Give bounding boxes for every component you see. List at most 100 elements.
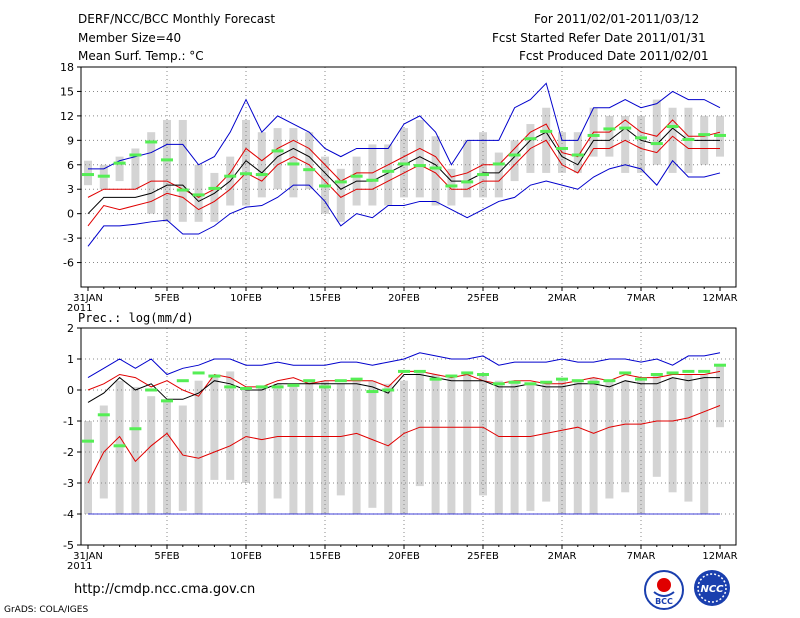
- temp-xtick-label: 7MAR: [627, 293, 656, 304]
- temp-xtick-label: 10FEB: [230, 293, 262, 304]
- precip-green-mark: [208, 374, 221, 378]
- temp-xtick-label: 31JAN: [73, 293, 103, 304]
- temp-green-mark: [350, 174, 363, 178]
- temp-green-mark: [145, 140, 158, 144]
- precip-xtick-label: 7MAR: [627, 551, 656, 562]
- precip-spread-bar: [605, 380, 614, 499]
- temp-green-mark: [524, 137, 537, 141]
- precip-spread-bar: [368, 380, 377, 508]
- bcc-logo-text: BCC: [655, 597, 673, 606]
- precip-green-mark: [334, 379, 347, 383]
- temp-green-mark: [571, 153, 584, 157]
- temp-ytick-label: 15: [60, 85, 74, 98]
- precip-green-mark: [524, 382, 537, 386]
- ncc-logo: NCC: [694, 570, 730, 606]
- precip-green-mark: [587, 380, 600, 384]
- precip-ensemble-top-line: [87, 352, 721, 379]
- precip-green-mark: [255, 385, 268, 389]
- temp-green-mark: [698, 133, 711, 137]
- precip-green-mark: [477, 373, 489, 376]
- precip-spread-bar: [684, 374, 693, 502]
- precip-xtick-label: 5FEB: [154, 551, 179, 562]
- temp-spread-bar: [431, 136, 440, 206]
- precip-spread-bar: [573, 380, 582, 514]
- precip-green-mark: [192, 371, 205, 375]
- temp-green-mark: [714, 133, 726, 137]
- temp-spread-bar: [336, 168, 345, 222]
- precip-xtick-label: 20FEB: [388, 551, 420, 562]
- temp-green-mark: [208, 186, 221, 190]
- source-url[interactable]: http://cmdp.ncc.cma.gov.cn: [74, 582, 256, 597]
- precip-spread-bar: [194, 380, 203, 514]
- temp-green-mark: [192, 193, 205, 197]
- temp-spread-bar: [368, 144, 377, 206]
- temp-green-mark: [334, 180, 347, 184]
- temp-green-mark: [319, 184, 331, 188]
- temp-green-mark: [366, 178, 379, 182]
- temp-spread-bar: [305, 132, 314, 190]
- forecast-period: For 2011/02/01-2011/03/12: [534, 12, 700, 26]
- precip-green-mark: [161, 399, 173, 403]
- ncc-logo-icon: NCC: [697, 573, 727, 603]
- temp-xtick-year: 2011: [67, 303, 92, 314]
- precip-green-mark: [571, 379, 584, 383]
- precip-ytick-label: -5: [63, 539, 74, 552]
- temp-green-mark: [113, 161, 126, 165]
- precip-spread-bar: [384, 383, 393, 514]
- temp-green-mark: [97, 174, 110, 178]
- temp-spread-bar: [84, 160, 92, 186]
- precip-spread-bar: [431, 374, 440, 514]
- temp-green-mark: [398, 162, 410, 166]
- precip-spread-bar: [178, 405, 187, 511]
- precip-ytick-label: 2: [67, 322, 74, 335]
- temp-spread-bar: [131, 148, 140, 190]
- temp-xtick-label: 2MAR: [548, 293, 577, 304]
- precip-spread-bar: [115, 380, 124, 514]
- precip-xtick-label: 10FEB: [230, 551, 262, 562]
- precip-green-mark: [540, 380, 553, 384]
- precip-green-mark: [650, 373, 663, 376]
- precip-spread-bar: [226, 371, 235, 480]
- temp-green-mark: [287, 162, 300, 166]
- temp-ytick-label: 0: [67, 208, 74, 221]
- precip-green-mark: [413, 369, 426, 373]
- precip-spread-bar: [526, 383, 535, 511]
- precip-spread-bar: [621, 380, 630, 493]
- bcc-logo-icon: BCC: [653, 578, 675, 606]
- temp-green-mark: [635, 136, 647, 140]
- precip-spread-bar: [321, 380, 329, 514]
- temp-spread-bar: [242, 119, 250, 206]
- precip-green-mark: [698, 369, 711, 373]
- temp-ytick-label: -6: [63, 257, 74, 270]
- precip-green-mark: [508, 380, 521, 384]
- precip-green-mark: [176, 379, 189, 383]
- precip-spread-bar: [273, 383, 282, 499]
- temp-spread-bar: [115, 156, 124, 182]
- precip-green-mark: [319, 385, 331, 389]
- precip-green-mark: [666, 371, 679, 375]
- precip-spread-bar: [147, 396, 156, 514]
- precip-green-mark: [240, 386, 252, 390]
- temp-green-mark: [429, 166, 442, 170]
- precip-xtick-label: 15FEB: [309, 551, 341, 562]
- forecast-produced-date: Fcst Produced Date 2011/02/01: [519, 49, 709, 63]
- precip-spread-bar: [542, 383, 551, 502]
- temp-green-mark: [682, 138, 695, 142]
- temp-spread-bar: [494, 152, 503, 198]
- precip-lower-red-line: [87, 405, 721, 484]
- temp-xtick-label: 15FEB: [309, 293, 341, 304]
- precip-green-mark: [366, 390, 379, 394]
- temp-green-mark: [508, 153, 521, 157]
- precip-green-mark: [714, 363, 726, 367]
- temp-ytick-label: 6: [67, 159, 74, 172]
- precip-green-mark: [350, 377, 363, 381]
- temp-green-mark: [382, 169, 395, 173]
- bcc-logo: BCC: [644, 570, 684, 610]
- precip-spread-bar: [652, 374, 661, 477]
- temp-spread-bar: [652, 99, 661, 165]
- precip-spread-bar: [700, 374, 709, 514]
- temp-green-mark: [461, 180, 474, 184]
- precip-xtick-label: 31JAN: [73, 551, 103, 562]
- precip-ensemble-mean-line: [87, 374, 720, 403]
